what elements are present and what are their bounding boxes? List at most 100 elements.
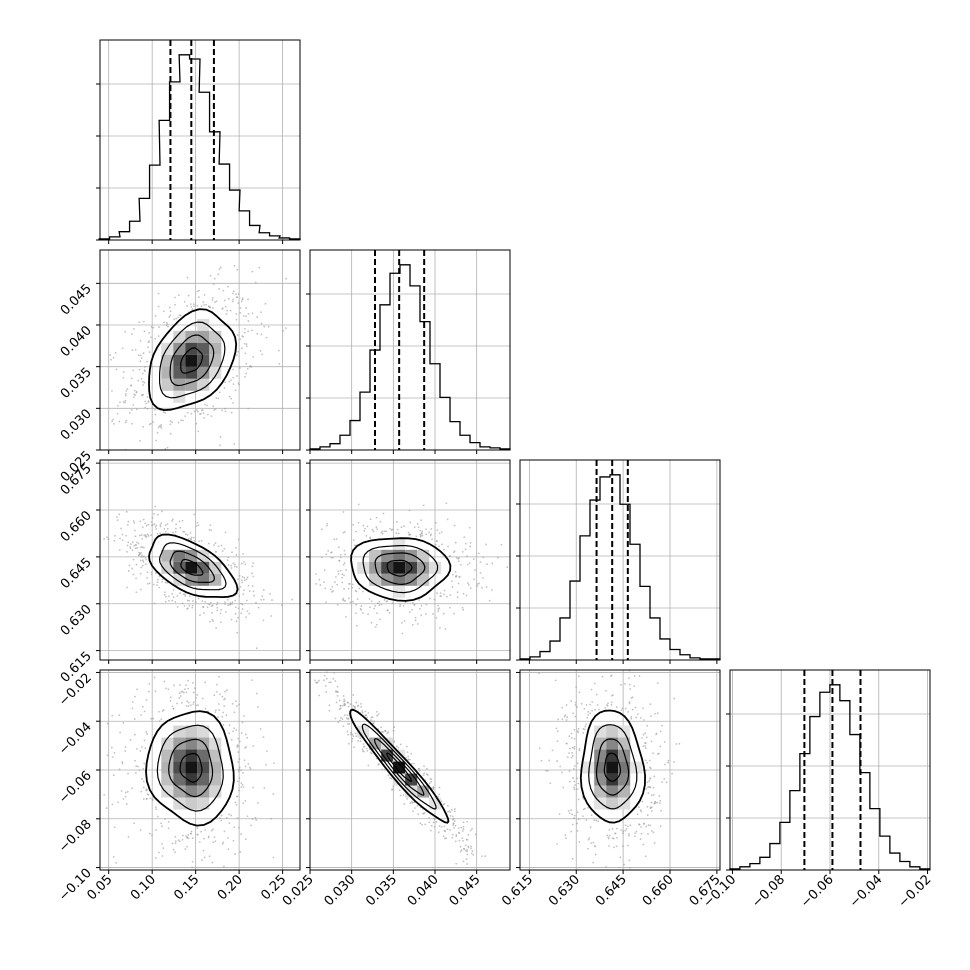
scatter-point [631,696,634,699]
scatter-point [623,863,626,866]
scatter-point [191,860,194,863]
scatter-point [237,350,240,353]
scatter-point [351,586,354,589]
scatter-point [243,576,246,579]
scatter-point [468,526,471,529]
scatter-point [573,765,576,767]
scatter-point [574,701,577,704]
scatter-point [118,549,121,551]
scatter-point [597,820,600,823]
scatter-point [161,456,163,458]
scatter-point [608,828,611,831]
scatter-point [636,813,639,816]
scatter-point [182,834,184,837]
scatter-point [144,406,147,409]
density-cell [381,573,394,586]
scatter-point [174,600,177,603]
scatter-point [360,702,362,705]
scatter-point [236,296,239,299]
scatter-point [429,777,432,780]
scatter-point [373,607,376,610]
scatter-point [415,535,418,538]
scatter-point [422,812,425,815]
scatter-point [459,850,462,853]
scatter-point [147,690,150,693]
scatter-point [251,270,254,273]
scatter-point [177,294,180,297]
scatter-point [461,550,464,553]
scatter-point [633,685,636,688]
density-cell [173,330,186,343]
scatter-point [262,589,265,591]
scatter-point [209,601,212,604]
scatter-point [401,632,404,635]
scatter-point [462,828,465,830]
scatter-point [197,296,200,299]
scatter-point [626,844,629,847]
scatter-point [210,529,213,532]
scatter-point [620,709,623,712]
scatter-point [178,692,181,695]
scatter-point [242,772,244,774]
scatter-point [381,530,384,533]
scatter-point [576,730,579,733]
scatter-point [239,338,242,341]
scatter-point [342,531,345,534]
scatter-point [150,872,152,874]
scatter-point [221,695,224,698]
scatter-point [189,595,191,598]
scatter-point [345,616,347,618]
scatter-point [352,704,355,707]
scatter-point [628,677,630,680]
scatter-point [231,300,234,303]
contour-line [349,708,450,824]
scatter-point [642,823,645,825]
scatter-point [164,600,167,603]
scatter-point [240,300,243,303]
scatter-point [105,807,108,810]
scatter-point [132,520,135,522]
scatter-point [340,717,342,719]
contour-line [148,533,239,599]
scatter-point [358,587,361,590]
panel-frame [99,39,301,241]
scatter-point [146,582,149,585]
scatter-point [652,831,655,834]
scatter-point [615,706,618,708]
scatter-point [238,758,241,760]
scatter-point [203,873,205,875]
scatter-point [165,321,168,324]
scatter-point [454,824,457,827]
scatter-point [315,583,318,585]
scatter-point [452,815,454,818]
scatter-point [203,837,205,840]
scatter-point [128,564,131,567]
scatter-point [204,403,206,406]
scatter-point [590,688,593,691]
scatter-point [357,521,360,524]
scatter-point [438,786,441,789]
scatter-point [242,553,245,555]
scatter-point [414,619,417,622]
scatter-point [206,404,208,407]
scatter-point [261,353,264,356]
scatter-point [665,781,668,784]
scatter-point [612,694,614,696]
scatter-point [137,765,139,768]
scatter-point [457,557,460,560]
scatter-point [124,750,127,752]
scatter-point [346,701,349,704]
scatter-point [197,524,200,527]
scatter-point [225,313,228,315]
scatter-point [385,600,388,603]
scatter-point [366,749,369,752]
scatter-point [582,808,585,811]
scatter-point [418,599,421,601]
scatter-point [119,537,121,540]
scatter-point [220,819,223,822]
scatter-point [432,788,435,790]
scatter-point [127,836,130,838]
scatter-point [416,623,419,625]
scatter-point [216,606,219,609]
scatter-point [245,578,248,581]
